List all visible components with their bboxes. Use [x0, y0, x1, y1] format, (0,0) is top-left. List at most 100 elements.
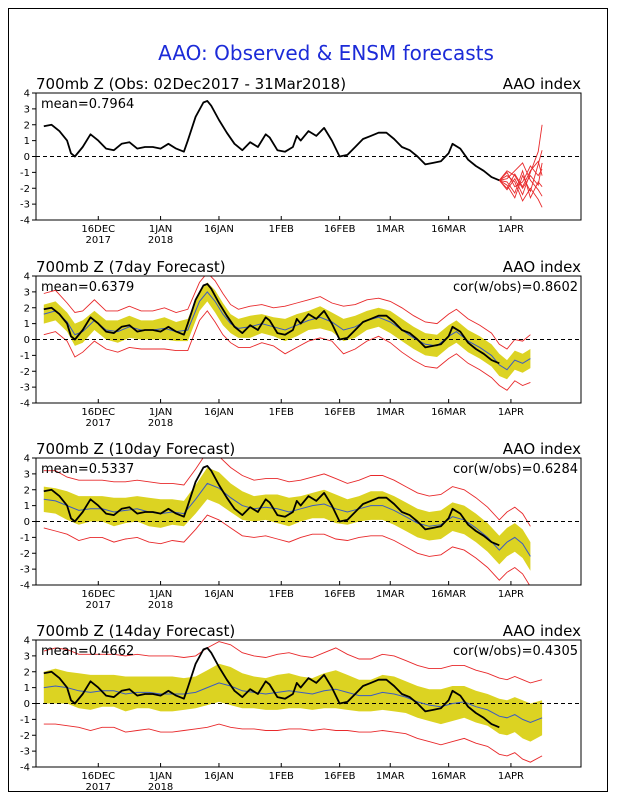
- envelope-upper-line: [43, 641, 543, 684]
- y-tick-label: -2: [20, 549, 30, 560]
- panel-title: 700mb Z (7day Forecast): [36, 258, 226, 276]
- mean-stat: mean=0.7964: [41, 97, 134, 112]
- envelope-lower-line: [43, 514, 530, 585]
- ensemble-member-line-7: [499, 169, 543, 200]
- envelope-lower-line: [43, 723, 543, 763]
- x-tick-label: 1APR: [498, 224, 524, 235]
- y-tick-label: -3: [20, 200, 30, 211]
- x-tick-label: 16MAR: [431, 224, 466, 235]
- y-tick-label: 3: [24, 104, 30, 115]
- y-tick-label: -3: [20, 383, 30, 394]
- x-tick-label: 16FEB: [324, 224, 356, 235]
- y-tick-label: 2: [24, 485, 30, 496]
- y-tick-label: -4: [20, 581, 30, 592]
- y-tick-label: -2: [20, 367, 30, 378]
- y-tick-label: -4: [20, 763, 30, 774]
- ensemble-member-line-5: [499, 175, 543, 208]
- x-tick-label: 16MAR: [431, 771, 466, 782]
- x-tick-label: 1MAR: [376, 771, 405, 782]
- envelope-upper-line: [43, 458, 531, 527]
- spread-band: [43, 282, 531, 380]
- y-tick-label: -2: [20, 184, 30, 195]
- panel-index-label: AAO index: [503, 440, 581, 458]
- ensemble-mean-line: [43, 482, 531, 557]
- envelope-upper-line: [43, 276, 531, 350]
- x-tick-label: 16JAN: [204, 589, 234, 600]
- x-tick-label: 16JAN: [204, 771, 234, 782]
- y-tick-label: 0: [24, 517, 30, 528]
- x-tick-year-label: 2017: [86, 418, 111, 429]
- y-tick-label: -1: [20, 715, 30, 726]
- x-tick-label: 1MAR: [376, 407, 405, 418]
- observed-line: [43, 647, 500, 729]
- chart-panel-2: 700mb Z (7day Forecast) AAO index 4 3 2 1 0 -1 -…: [20, 258, 582, 429]
- x-tick-label: 1FEB: [269, 771, 294, 782]
- y-tick-label: -1: [20, 533, 30, 544]
- x-tick-label: 16FEB: [324, 771, 356, 782]
- x-tick-year-label: 2018: [148, 600, 173, 611]
- y-tick-label: 4: [24, 454, 30, 465]
- panel-index-label: AAO index: [503, 75, 581, 93]
- x-tick-label: 1JAN: [149, 407, 172, 418]
- correlation-stat: cor(w/obs)=0.4305: [453, 644, 578, 659]
- x-tick-label: 1MAR: [376, 589, 405, 600]
- y-tick-label: 2: [24, 303, 30, 314]
- x-tick-label: 16DEC: [81, 589, 115, 600]
- x-tick-year-label: 2018: [148, 782, 173, 793]
- plot-area: [36, 100, 581, 208]
- observed-line: [43, 465, 500, 547]
- ensemble-mean-line: [43, 291, 531, 371]
- x-tick-label: 1APR: [498, 589, 524, 600]
- spread-band: [43, 663, 543, 742]
- x-tick-label: 1MAR: [376, 224, 405, 235]
- observed-line: [43, 283, 500, 365]
- ensemble-member-line-6: [498, 160, 543, 190]
- y-tick-label: 2: [24, 667, 30, 678]
- x-tick-label: 16DEC: [81, 407, 115, 418]
- ensemble-member-line-4: [499, 150, 543, 199]
- x-tick-year-label: 2017: [86, 235, 111, 246]
- ensemble-member-line-3: [499, 162, 543, 197]
- mean-stat: mean=0.4662: [41, 644, 134, 659]
- x-tick-label: 16JAN: [204, 407, 234, 418]
- y-tick-label: -1: [20, 351, 30, 362]
- x-tick-label: 16FEB: [324, 589, 356, 600]
- panel-title: 700mb Z (14day Forecast): [36, 622, 235, 640]
- panel-title: 700mb Z (10day Forecast): [36, 440, 235, 458]
- x-tick-label: 16MAR: [431, 589, 466, 600]
- panel-index-label: AAO index: [503, 258, 581, 276]
- y-tick-label: 1: [24, 319, 30, 330]
- y-tick-label: 1: [24, 501, 30, 512]
- y-tick-label: 0: [24, 152, 30, 163]
- y-tick-label: 0: [24, 699, 30, 710]
- y-tick-label: -4: [20, 399, 30, 410]
- x-tick-label: 1APR: [498, 407, 524, 418]
- x-tick-label: 16DEC: [81, 224, 115, 235]
- x-tick-year-label: 2018: [148, 418, 173, 429]
- x-tick-label: 1FEB: [269, 407, 294, 418]
- plot-area: [36, 641, 581, 763]
- ensemble-mean-line: [43, 682, 543, 724]
- x-tick-label: 1APR: [498, 771, 524, 782]
- y-tick-label: -3: [20, 747, 30, 758]
- y-tick-label: 0: [24, 335, 30, 346]
- x-tick-label: 1FEB: [269, 224, 294, 235]
- x-tick-year-label: 2018: [148, 235, 173, 246]
- page-title: AAO: Observed & ENSM forecasts: [158, 41, 494, 65]
- figure-frame: [8, 8, 608, 792]
- chart-panel-3: 700mb Z (10day Forecast) AAO index 4 3 2 1 0 -1…: [20, 440, 582, 611]
- y-tick-label: -1: [20, 168, 30, 179]
- correlation-stat: cor(w/obs)=0.6284: [453, 462, 578, 477]
- panel-index-label: AAO index: [503, 622, 581, 640]
- x-tick-label: 1JAN: [149, 589, 172, 600]
- x-tick-year-label: 2017: [86, 600, 111, 611]
- y-tick-label: 3: [24, 651, 30, 662]
- x-tick-label: 16FEB: [324, 407, 356, 418]
- panel-title: 700mb Z (Obs: 02Dec2017 - 31Mar2018): [36, 75, 346, 93]
- mean-stat: mean=0.5337: [41, 462, 134, 477]
- ensemble-member-line-2: [498, 124, 543, 196]
- y-tick-label: -3: [20, 565, 30, 576]
- ensemble-member-line-1: [498, 165, 543, 188]
- y-tick-label: -2: [20, 731, 30, 742]
- chart-panel-1: 700mb Z (Obs: 02Dec2017 - 31Mar2018) AAO …: [20, 75, 582, 246]
